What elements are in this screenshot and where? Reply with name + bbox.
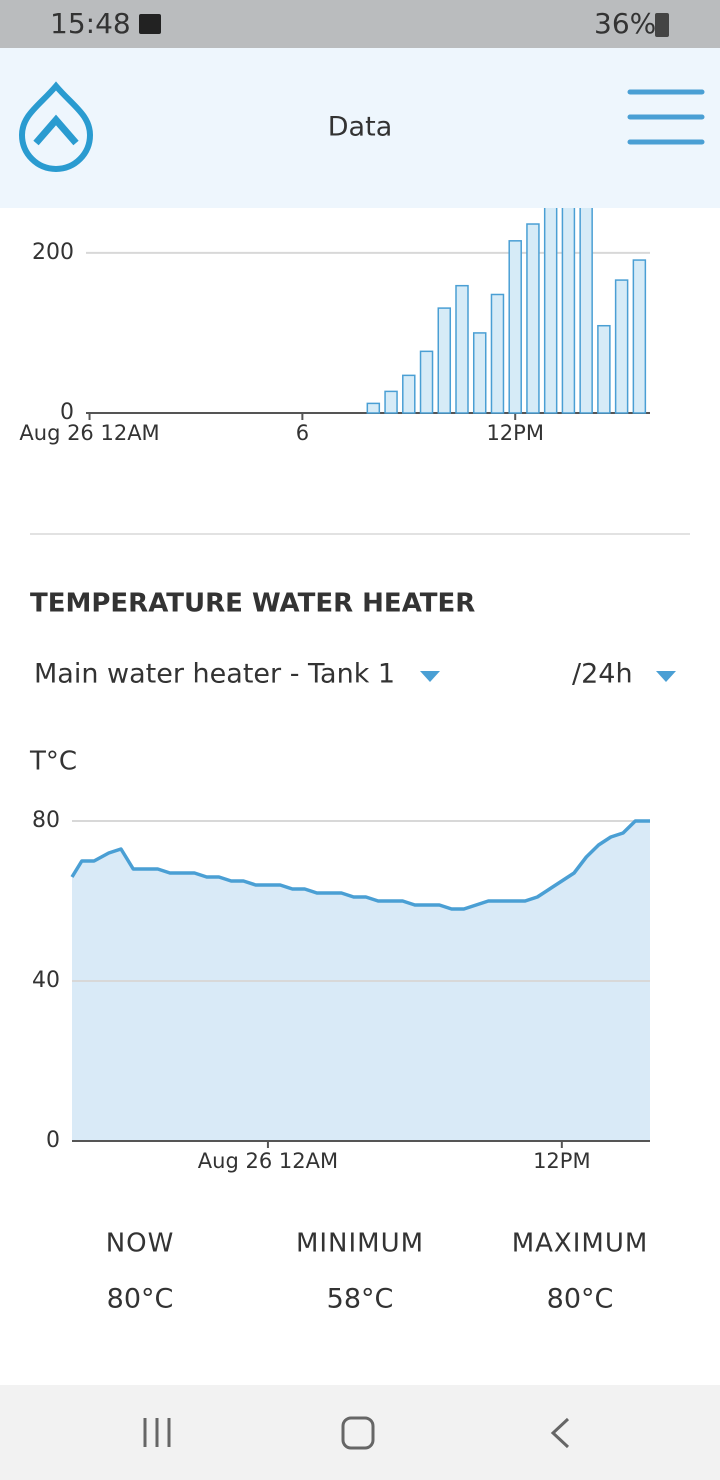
app-header bbox=[0, 48, 720, 208]
device-selector[interactable]: Main water heater - Tank 1 bbox=[34, 659, 395, 690]
bar bbox=[384, 390, 398, 414]
stat-label: MAXIMUM bbox=[512, 1229, 649, 1259]
section-title: TEMPERATURE WATER HEATER bbox=[30, 589, 475, 619]
bar bbox=[543, 208, 558, 414]
y-axis-label: T°C bbox=[29, 747, 77, 777]
back-button[interactable] bbox=[550, 1417, 570, 1449]
nav-bar bbox=[0, 1385, 720, 1480]
stat-value: 80°C bbox=[107, 1284, 174, 1315]
bar bbox=[366, 402, 381, 414]
x-tick-label: 12PM bbox=[486, 421, 544, 445]
dropdown-arrow[interactable] bbox=[420, 671, 440, 682]
y-tick-label: 40 bbox=[32, 968, 60, 993]
bar bbox=[508, 240, 522, 414]
x-tick-label: Aug 26 12AM bbox=[198, 1149, 338, 1173]
bar bbox=[402, 374, 416, 414]
stat-label: NOW bbox=[106, 1229, 175, 1259]
charts: 0 200 Aug 26 12AM 6 12PM 0 40 80 Aug 26 12AM 12PM bbox=[19, 208, 650, 1173]
x-tick-label: 12PM bbox=[533, 1149, 591, 1173]
period-selector[interactable]: /24h bbox=[572, 659, 633, 690]
header-title: Data bbox=[328, 112, 392, 143]
x-tick-label: Aug 26 12AM bbox=[19, 421, 159, 445]
gallery-icon bbox=[139, 14, 161, 34]
status-bar bbox=[0, 0, 720, 48]
bar bbox=[579, 208, 593, 414]
line bbox=[70, 819, 650, 911]
dropdown-arrow[interactable] bbox=[656, 671, 676, 682]
recents-button[interactable] bbox=[143, 1418, 171, 1447]
battery-level: 36% bbox=[594, 7, 656, 40]
logo[interactable] bbox=[18, 81, 94, 172]
stat-value: 80°C bbox=[547, 1284, 614, 1315]
bars bbox=[366, 208, 647, 414]
bar bbox=[526, 223, 540, 414]
bar bbox=[437, 307, 452, 414]
home-button[interactable] bbox=[341, 1416, 375, 1450]
y-tick-label: 0 bbox=[60, 400, 74, 425]
bar bbox=[472, 332, 487, 414]
bar bbox=[419, 350, 434, 414]
x-tick-label: 6 bbox=[296, 421, 309, 445]
stat-value: 58°C bbox=[327, 1284, 394, 1315]
bar bbox=[490, 293, 505, 414]
bar bbox=[561, 208, 576, 414]
y-tick-label: 0 bbox=[46, 1128, 60, 1153]
bar bbox=[632, 259, 647, 414]
stat-label: MINIMUM bbox=[296, 1229, 424, 1259]
bar bbox=[614, 279, 629, 414]
y-tick-label: 200 bbox=[32, 240, 74, 265]
battery-icon bbox=[655, 13, 669, 37]
bar bbox=[597, 324, 611, 414]
y-tick-label: 80 bbox=[32, 808, 60, 833]
bar bbox=[455, 284, 469, 414]
status-time: 15:48 bbox=[50, 7, 131, 40]
menu-button[interactable] bbox=[627, 89, 705, 145]
